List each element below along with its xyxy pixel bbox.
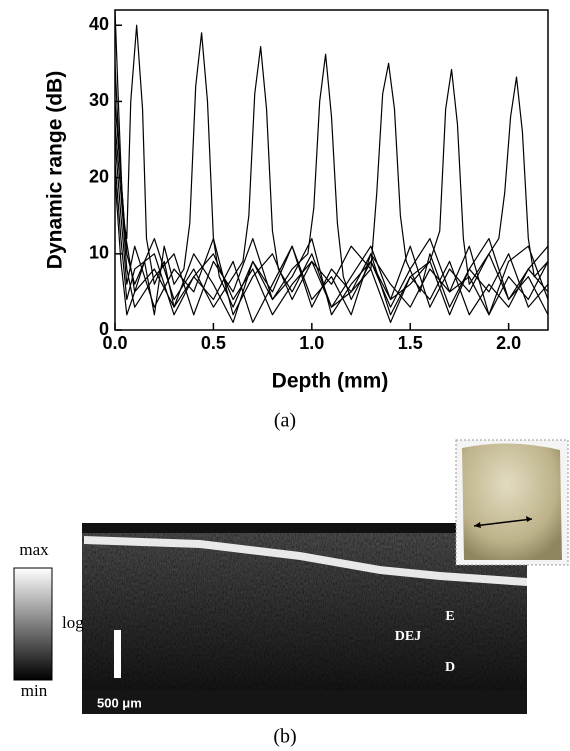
y-axis-label: Dynamic range (dB) <box>44 71 67 269</box>
panel-label: (b) <box>273 726 296 748</box>
y-tick-label: 30 <box>89 90 109 110</box>
colorbar-label: min <box>21 681 48 700</box>
tooth <box>462 443 562 560</box>
data-line <box>114 76 549 323</box>
colorbar: max log min <box>13 540 84 700</box>
scale-bar <box>114 630 121 678</box>
x-axis-label: Depth (mm) <box>272 370 389 393</box>
tooth-photo <box>455 439 569 566</box>
arrow <box>473 518 533 527</box>
oct-top <box>82 523 527 533</box>
x-tick-label: 1.5 <box>398 333 423 353</box>
y-tick-label: 0 <box>99 319 109 339</box>
colorbar-label: log <box>62 613 84 632</box>
oct-image: 500 μm E DEJ D <box>82 523 527 714</box>
y-tick-label: 10 <box>89 243 109 263</box>
image-label: E <box>445 609 454 624</box>
data-line <box>114 53 549 316</box>
x-tick-label: 2.0 <box>496 333 521 353</box>
data-line <box>114 62 549 316</box>
plot-area: 0 10 20 30 40 0.0 0.5 1.0 1.5 2.0 <box>89 9 549 353</box>
oct-bottom <box>82 690 527 714</box>
y-tick-label: 20 <box>89 166 109 186</box>
data-line <box>114 45 549 316</box>
y-tick-label: 40 <box>89 14 109 34</box>
colorbar-label: max <box>19 540 49 559</box>
arrow-head <box>474 516 532 528</box>
x-tick-label: 0.5 <box>201 333 226 353</box>
data-line <box>114 9 549 323</box>
image-label: D <box>445 660 455 675</box>
colorbar-gradient <box>13 567 53 681</box>
panel-label: (a) <box>274 410 296 432</box>
x-tick-label: 1.0 <box>299 333 324 353</box>
plot-frame <box>114 9 549 331</box>
oct-surface <box>84 536 527 586</box>
x-tick-label: 0.0 <box>102 333 127 353</box>
scale-bar-label: 500 μm <box>97 695 142 710</box>
image-label: DEJ <box>395 629 421 644</box>
